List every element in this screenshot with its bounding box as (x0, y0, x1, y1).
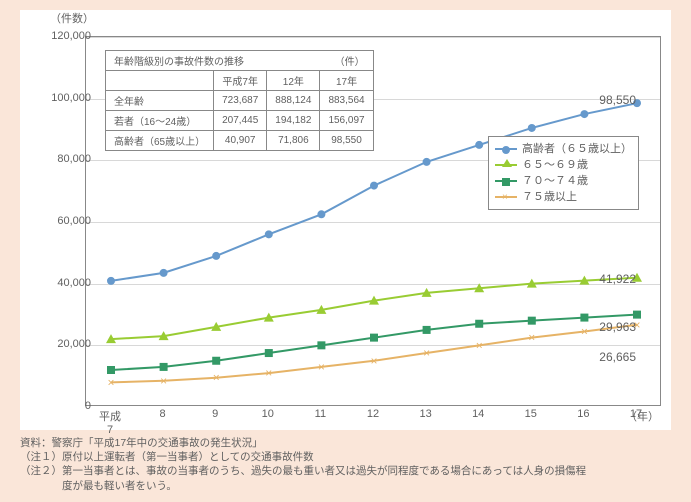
legend-label: 高齢者（６５歳以上） (522, 141, 632, 157)
legend-item: 高齢者（６５歳以上） (495, 141, 632, 157)
x-tick: 13 (419, 408, 431, 420)
series-end-label: 29,963 (599, 320, 636, 334)
svg-text:×: × (476, 338, 483, 352)
table-cell: 207,445 (214, 111, 267, 131)
legend-label: ７５歳以上 (522, 189, 577, 205)
svg-text:×: × (265, 366, 272, 380)
legend-item: × ７５歳以上 (495, 189, 632, 205)
table-cell: 883,564 (320, 91, 373, 111)
series-end-label: 41,922 (599, 272, 636, 286)
table-col-header: 12年 (267, 71, 320, 91)
y-tick: 20,000 (36, 338, 91, 350)
table-row-header: 若者（16～24歳） (106, 111, 214, 131)
y-tick: 100,000 (36, 92, 91, 104)
svg-text:×: × (213, 371, 220, 385)
x-tick: 8 (160, 408, 166, 420)
legend-marker-icon (502, 146, 510, 154)
legend-item: ６５～６９歳 (495, 157, 632, 173)
chart-panel: （件数） × × × × × × × × × × × 0 20,000 40,000 60,000 80,0… (20, 10, 671, 430)
y-tick: 40,000 (36, 277, 91, 289)
legend-label: ７０～７４歳 (522, 173, 588, 189)
table-cell: 98,550 (320, 131, 373, 151)
x-tick: 10 (262, 408, 274, 420)
table-row-header: 高齢者（65歳以上） (106, 131, 214, 151)
source-note: 資料：警察庁「平成17年中の交通事故の発生状況」 (20, 436, 586, 450)
y-tick: 120,000 (36, 30, 91, 42)
x-tick: 9 (212, 408, 218, 420)
legend-label: ６５～６９歳 (522, 157, 588, 173)
table-cell: 888,124 (267, 91, 320, 111)
table-cell: 71,806 (267, 131, 320, 151)
table-col-header: 17年 (320, 71, 373, 91)
svg-text:×: × (318, 360, 325, 374)
y-tick: 60,000 (36, 215, 91, 227)
x-tick: 平成 7 (99, 408, 121, 436)
table-title: 年齢階級別の事故件数の推移 (106, 51, 320, 71)
table-cell: 156,097 (320, 111, 373, 131)
x-tick: 16 (577, 408, 589, 420)
legend-item: ７０～７４歳 (495, 173, 632, 189)
table-row-header: 全年齢 (106, 91, 214, 111)
note-2b: 度が最も軽い者をいう。 (20, 479, 586, 493)
x-tick: 12 (367, 408, 379, 420)
svg-text:×: × (581, 324, 588, 338)
table-cell: 40,907 (214, 131, 267, 151)
y-tick: 0 (36, 400, 91, 412)
table-col-header (106, 71, 214, 91)
legend-marker-icon (502, 159, 512, 167)
svg-text:×: × (370, 354, 377, 368)
x-tick: 15 (525, 408, 537, 420)
table-cell: 723,687 (214, 91, 267, 111)
series-end-label: 26,665 (599, 350, 636, 364)
chart-notes: 資料：警察庁「平成17年中の交通事故の発生状況」 （注１）原付以上運転者（第一当… (20, 436, 586, 493)
series-end-label: 98,550 (599, 93, 636, 107)
table-unit: （件） (320, 51, 373, 71)
y-tick: 80,000 (36, 153, 91, 165)
legend: 高齢者（６５歳以上）６５～６９歳７０～７４歳 × ７５歳以上 (488, 136, 639, 210)
note-1: （注１）原付以上運転者（第一当事者）としての交通事故件数 (20, 450, 586, 464)
table-cell: 194,182 (267, 111, 320, 131)
svg-text:×: × (107, 375, 114, 389)
x-tick: 11 (315, 408, 326, 420)
y-axis-label: （件数） (50, 10, 94, 26)
x-axis-unit: （年） (626, 408, 659, 424)
svg-text:×: × (423, 346, 430, 360)
inset-table: 年齢階級別の事故件数の推移 （件） 平成7年12年17年 全年齢723,6878… (105, 50, 374, 151)
legend-marker-icon: × (502, 194, 510, 202)
svg-text:×: × (160, 374, 167, 388)
svg-text:×: × (528, 331, 535, 345)
x-tick: 14 (472, 408, 484, 420)
legend-marker-icon (502, 178, 510, 186)
table-col-header: 平成7年 (214, 71, 267, 91)
note-2a: （注２）第一当事者とは、事故の当事者のうち、過失の最も重い者又は過失が同程度であ… (20, 464, 586, 478)
